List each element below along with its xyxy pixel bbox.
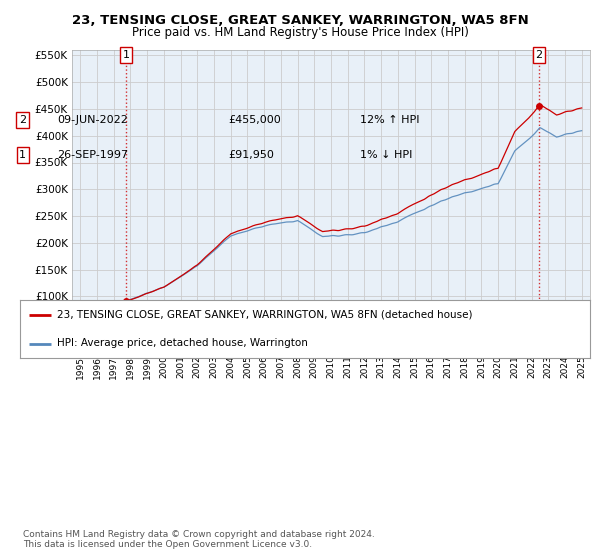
- Text: 2: 2: [535, 50, 542, 60]
- Text: Price paid vs. HM Land Registry's House Price Index (HPI): Price paid vs. HM Land Registry's House …: [131, 26, 469, 39]
- Text: 09-JUN-2022: 09-JUN-2022: [57, 115, 128, 125]
- Text: 2: 2: [19, 115, 26, 125]
- Text: 1% ↓ HPI: 1% ↓ HPI: [360, 150, 412, 160]
- Text: 12% ↑ HPI: 12% ↑ HPI: [360, 115, 419, 125]
- Text: Contains HM Land Registry data © Crown copyright and database right 2024.
This d: Contains HM Land Registry data © Crown c…: [23, 530, 374, 549]
- Text: 23, TENSING CLOSE, GREAT SANKEY, WARRINGTON, WA5 8FN: 23, TENSING CLOSE, GREAT SANKEY, WARRING…: [71, 14, 529, 27]
- Text: £455,000: £455,000: [228, 115, 281, 125]
- Text: 23, TENSING CLOSE, GREAT SANKEY, WARRINGTON, WA5 8FN (detached house): 23, TENSING CLOSE, GREAT SANKEY, WARRING…: [57, 310, 473, 320]
- Text: HPI: Average price, detached house, Warrington: HPI: Average price, detached house, Warr…: [57, 338, 308, 348]
- Text: 26-SEP-1997: 26-SEP-1997: [57, 150, 128, 160]
- Text: £91,950: £91,950: [228, 150, 274, 160]
- Text: 1: 1: [122, 50, 130, 60]
- Text: 1: 1: [19, 150, 26, 160]
